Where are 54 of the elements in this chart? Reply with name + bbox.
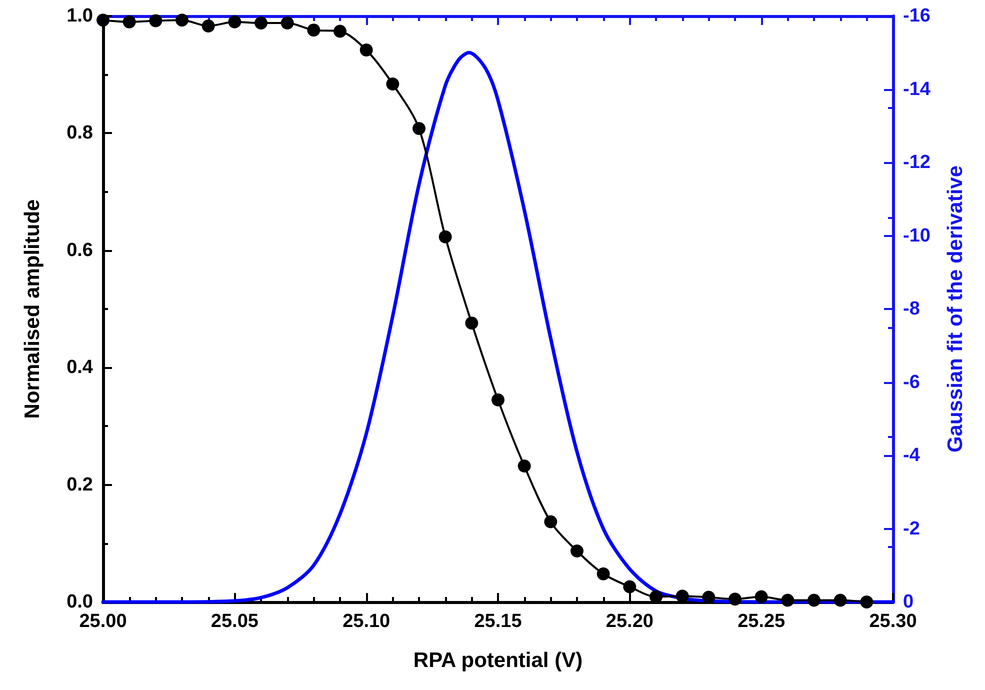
x-tick-label: 25.20 [606, 611, 654, 632]
point [334, 24, 346, 38]
y2-tick-label: 0 [903, 592, 914, 612]
y-tick-label: 0.2 [66, 474, 93, 496]
y-axis-title: Normalised amplitude [21, 199, 44, 419]
y2-tick-label: -4 [903, 445, 920, 466]
point [122, 15, 136, 28]
x-tick-label: 25.30 [869, 611, 917, 632]
point [754, 590, 768, 604]
point [360, 43, 373, 56]
point [834, 594, 847, 607]
point [412, 122, 426, 136]
x-tick-label: 25.25 [738, 611, 786, 632]
point [623, 580, 636, 594]
x-tick-label: 25.10 [342, 611, 390, 632]
y2-axis-title: Gaussian fit of the derivative [944, 165, 967, 453]
y2-tick-label: -12 [903, 152, 930, 173]
y2-tick-label: -10 [903, 225, 930, 246]
point [254, 16, 268, 30]
x-tick-label: 25.05 [210, 611, 259, 632]
point [307, 24, 320, 37]
point [228, 15, 242, 28]
point [570, 544, 584, 558]
y2-tick-label: -16 [903, 6, 930, 26]
y-tick-label: 0.8 [66, 122, 93, 144]
y2-tick-label: -14 [903, 78, 931, 100]
point [860, 596, 874, 608]
point [596, 567, 610, 580]
point [492, 393, 504, 406]
y2-tick-label: -8 [903, 298, 920, 320]
x-axis-title: RPA potential (V) [413, 649, 583, 672]
y2-tick-label: -6 [903, 372, 920, 393]
y-tick-label: 0.4 [66, 357, 94, 378]
point [728, 592, 742, 606]
point [96, 14, 110, 27]
y2-tick-label: -2 [903, 518, 920, 540]
point [676, 590, 689, 603]
point [544, 515, 558, 528]
y-tick-label: 0.0 [66, 592, 93, 612]
point [465, 316, 478, 330]
point [202, 19, 215, 32]
point [438, 230, 452, 244]
point [781, 594, 794, 607]
point [386, 77, 400, 90]
y-tick-label: 0.6 [66, 240, 93, 261]
point [702, 590, 716, 604]
x-tick-label: 25.00 [79, 611, 127, 632]
point [280, 16, 294, 30]
y-tick-label: 1.0 [66, 6, 93, 26]
x-tick-label: 25.15 [474, 611, 522, 632]
point [176, 14, 188, 27]
point [518, 460, 531, 473]
point [149, 14, 162, 28]
point [808, 594, 820, 607]
